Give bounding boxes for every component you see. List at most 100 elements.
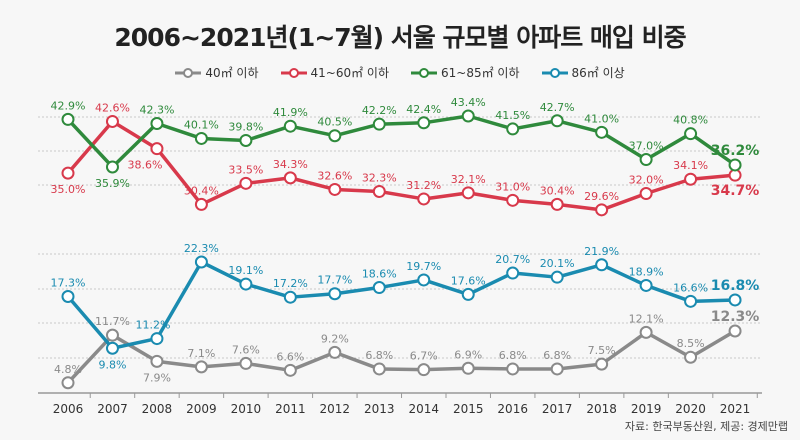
series-61-85-point	[639, 153, 653, 167]
chart-title: 2006~2021년(1~7월) 서울 규모별 아파트 매입 비중	[114, 23, 686, 52]
x-tick-label: 2020	[675, 402, 706, 416]
series-40-or-less-point	[239, 356, 253, 370]
series-41-60-point	[684, 172, 698, 186]
series-61-85-data-label: 42.2%	[362, 104, 397, 117]
series-41-60-point	[461, 186, 475, 200]
series-86-plus-data-label: 16.6%	[673, 281, 708, 294]
series-40-or-less-data-label: 6.8%	[499, 349, 527, 362]
series-41-60-data-label: 35.0%	[51, 183, 86, 196]
series-40-or-less-point	[550, 362, 564, 376]
x-tick-label: 2019	[631, 402, 662, 416]
x-tick-label: 2009	[186, 402, 217, 416]
series-41-60-data-label: 32.6%	[317, 169, 352, 182]
series-40-or-less-data-label: 6.8%	[543, 349, 571, 362]
series-41-60-point	[150, 142, 164, 156]
legend-label: 41~60㎡ 이하	[310, 66, 390, 80]
series-61-85-point	[150, 116, 164, 130]
series-41-60-point	[639, 187, 653, 201]
series-61-85-point	[105, 160, 119, 174]
series-40-or-less-point	[328, 345, 342, 359]
series-41-60-data-label: 38.6%	[127, 159, 162, 172]
series-86-plus-point	[684, 294, 698, 308]
series-61-85-data-label: 37.0%	[629, 140, 664, 153]
series-41-60-data-label: 32.0%	[629, 174, 664, 187]
x-tick-label: 2006	[53, 402, 84, 416]
legend-item: 61~85㎡ 이하	[411, 64, 520, 81]
series-86-plus-point	[417, 273, 431, 287]
series-86-plus-data-label: 19.1%	[228, 264, 263, 277]
series-41-60-data-label: 30.4%	[540, 184, 575, 197]
series-86-plus-point	[550, 270, 564, 284]
series-40-or-less-point	[194, 360, 208, 374]
series-86-plus-point	[150, 332, 164, 346]
series-40-or-less-point	[728, 324, 742, 338]
series-41-60-point	[239, 176, 253, 190]
series-86-plus-point	[328, 287, 342, 301]
series-41-60-data-label: 34.7%	[711, 183, 760, 199]
series-61-85-line	[66, 114, 737, 169]
series-40-or-less-point	[684, 350, 698, 364]
series-86-plus-point	[639, 278, 653, 292]
series-61-85-data-label: 41.0%	[584, 112, 619, 125]
series-40-or-less-point	[461, 361, 475, 375]
series-40-or-less-data-label: 12.3%	[711, 309, 760, 325]
series-41-60-data-label: 29.6%	[584, 190, 619, 203]
series-61-85-data-label: 41.5%	[495, 109, 530, 122]
series-86-plus-data-label: 11.2%	[135, 319, 170, 332]
x-tick-label: 2008	[142, 402, 173, 416]
series-40-or-less-point	[61, 376, 75, 390]
series-40-or-less-data-label: 4.8%	[54, 363, 82, 376]
series-86-plus-point	[506, 266, 520, 280]
series-86-plus-point	[595, 258, 609, 272]
series-41-60-point	[283, 171, 297, 185]
series-61-85-data-label: 42.9%	[51, 99, 86, 112]
series-40-or-less-data-label: 6.6%	[276, 350, 304, 363]
series-86-plus-point	[105, 341, 119, 355]
x-tick-label: 2021	[720, 402, 751, 416]
series-61-85-data-label: 40.8%	[673, 114, 708, 127]
series-86-plus-point	[461, 287, 475, 301]
series-41-60-data-label: 42.6%	[95, 101, 130, 114]
series-61-85-data-label: 41.9%	[273, 106, 308, 119]
series-61-85-data-label: 40.5%	[317, 116, 352, 129]
series-41-60-point	[105, 114, 119, 128]
series-86-plus-point	[61, 290, 75, 303]
series-41-60-data-label: 32.1%	[451, 173, 486, 186]
series-61-85-point	[595, 125, 609, 139]
series-86-plus-data-label: 17.2%	[273, 277, 308, 290]
series-41-60-data-label: 33.5%	[228, 163, 263, 176]
series-41-60-data-label: 31.2%	[406, 179, 441, 192]
series-86-plus-data-label: 22.3%	[184, 242, 219, 255]
series-86-plus-data-label: 18.6%	[362, 268, 397, 281]
legend-marker-icon	[175, 67, 202, 78]
legend-marker-icon	[411, 67, 437, 78]
x-tick-label: 2017	[542, 402, 573, 416]
series-40-or-less-data-label: 6.8%	[365, 349, 393, 362]
source-note: 자료: 한국부동산원, 제공: 경제만랩	[624, 420, 788, 433]
series-40-or-less-data-label: 8.5%	[677, 337, 705, 350]
series-41-60-point	[372, 184, 386, 198]
series-41-60-data-label: 34.1%	[673, 159, 708, 172]
series-86-plus-data-label: 19.7%	[406, 260, 441, 273]
legend-label: 61~85㎡ 이하	[441, 66, 520, 80]
series-61-85-data-label: 39.8%	[228, 120, 263, 133]
series-41-60-data-label: 31.0%	[495, 180, 530, 193]
series-86-plus-point	[372, 281, 386, 295]
series-40-or-less-data-label: 7.1%	[187, 347, 215, 360]
legend-label: 40㎡ 이하	[205, 66, 259, 80]
series-61-85-point	[194, 131, 208, 145]
x-tick-label: 2016	[497, 402, 528, 416]
series-40-or-less-data-label: 11.7%	[95, 315, 130, 328]
series-41-60-point	[550, 197, 564, 211]
series-86-plus-line	[66, 260, 736, 350]
series-61-85-point	[684, 127, 698, 141]
series-40-or-less-data-label: 7.6%	[232, 343, 260, 356]
series-40-or-less-data-label: 6.7%	[410, 350, 438, 363]
series-40-or-less-point	[283, 363, 297, 377]
series-86-plus-point	[728, 293, 742, 307]
x-tick-label: 2015	[453, 402, 484, 416]
series-86-plus-data-label: 20.1%	[540, 257, 575, 270]
series-40-or-less-data-label: 6.9%	[454, 348, 482, 361]
series-41-60-point	[417, 192, 431, 206]
